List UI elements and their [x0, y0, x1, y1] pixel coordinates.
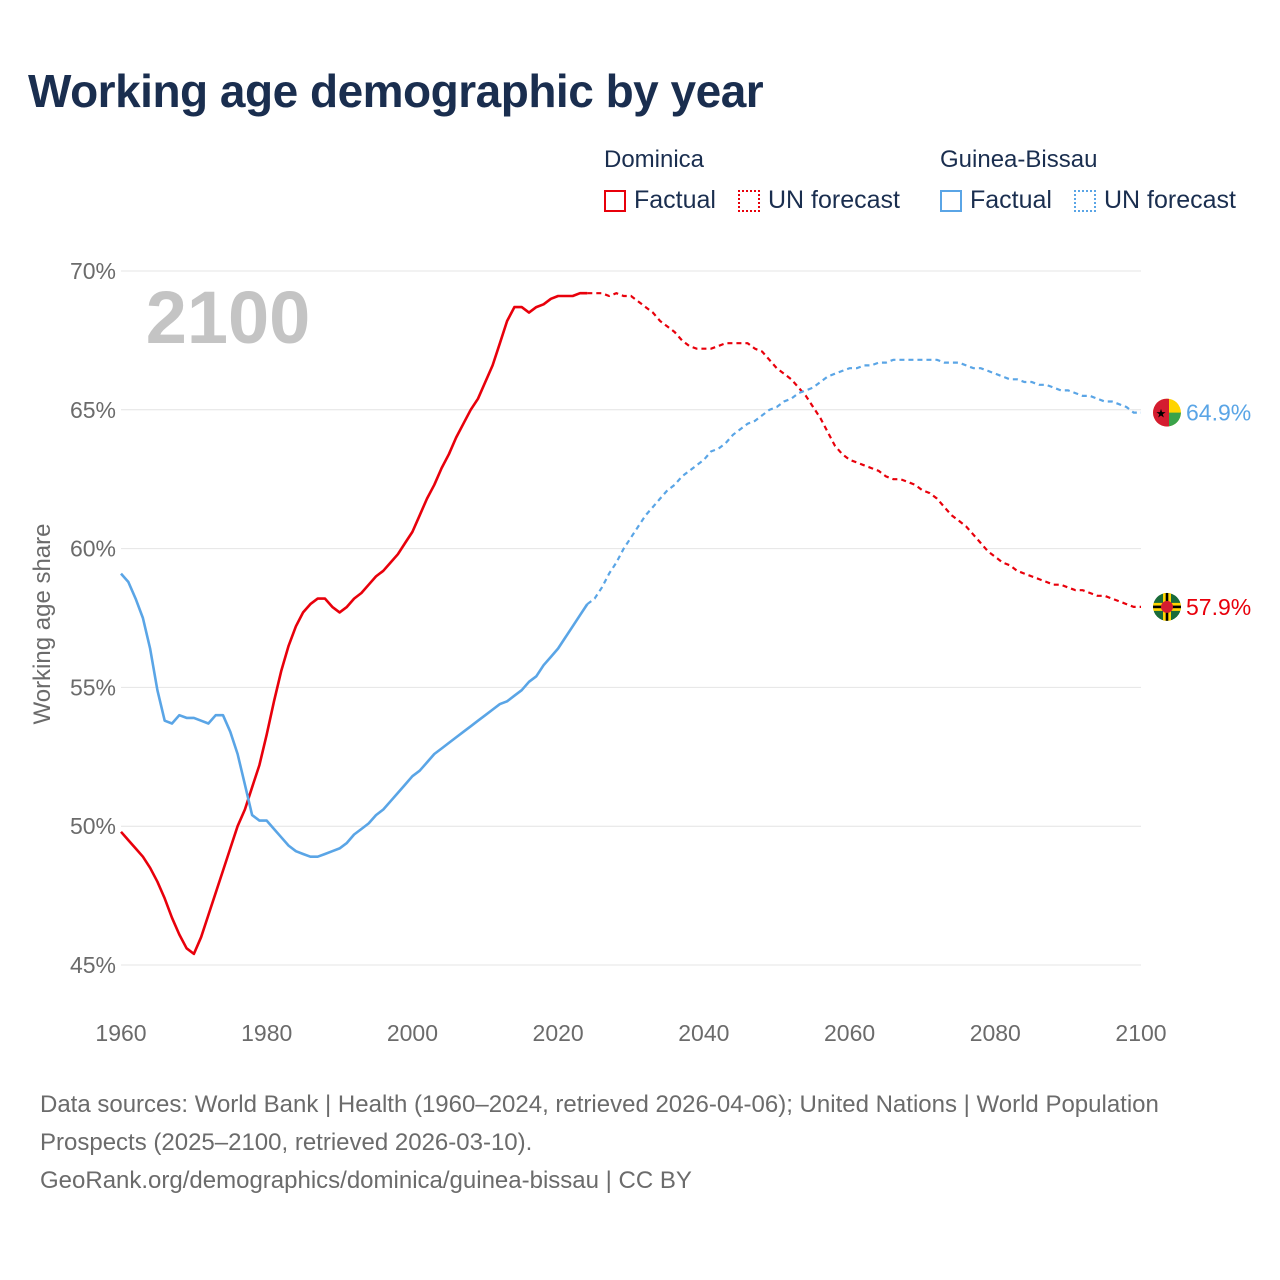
legend-swatch-dotted	[738, 189, 760, 212]
footer: Data sources: World Bank | Health (1960–…	[40, 1086, 1200, 1200]
dominica-end-label: 57.9%	[1186, 594, 1251, 620]
legend-swatch-solid	[604, 189, 626, 212]
x-tick-label: 1960	[95, 1020, 146, 1046]
x-tick-label: 2080	[970, 1020, 1021, 1046]
legend-guinea-bissau-factual[interactable]: Factual	[940, 186, 1052, 215]
legend-guinea-bissau-forecast[interactable]: UN forecast	[1074, 186, 1236, 215]
y-tick-label: 60%	[70, 536, 116, 562]
dominica-factual-line[interactable]	[120, 291, 588, 956]
y-tick-label: 65%	[70, 397, 116, 423]
footer-url[interactable]: GeoRank.org/demographics/dominica/guinea…	[40, 1167, 692, 1194]
guinea-bissau-forecast-line[interactable]	[586, 358, 1141, 605]
legend-group-guinea-bissau: Guinea-Bissau	[940, 146, 1098, 173]
legend-dominica-forecast[interactable]: UN forecast	[738, 186, 900, 215]
guinea-bissau-flag-icon: ★	[1153, 398, 1181, 427]
legend-group-dominica: Dominica	[604, 146, 705, 173]
x-tick-label: 2060	[824, 1020, 875, 1046]
legend-label: Factual	[634, 186, 716, 214]
x-tick-label: 1980	[241, 1020, 292, 1046]
y-axis-ticks: 45% 50% 55% 60% 65% 70%	[70, 258, 116, 978]
legend-swatch-solid	[940, 189, 962, 212]
guinea-bissau-end-label: 64.9%	[1186, 400, 1251, 426]
series-end-markers: 57.9% ★ 64.9%	[1153, 398, 1251, 621]
x-tick-label: 2000	[387, 1020, 438, 1046]
x-tick-label: 2020	[533, 1020, 584, 1046]
x-tick-label: 2040	[678, 1020, 729, 1046]
legend-swatch-dotted	[1074, 189, 1096, 212]
y-axis-label: Working age share	[29, 524, 56, 725]
legend-label: UN forecast	[768, 186, 900, 214]
legend-label: Factual	[970, 186, 1052, 214]
x-axis-ticks: 1960 1980 2000 2020 2040 2060 2080 2100	[95, 1020, 1166, 1046]
y-tick-label: 45%	[70, 952, 116, 978]
series-lines	[120, 291, 1141, 956]
footer-sources: Data sources: World Bank | Health (1960–…	[40, 1091, 1159, 1156]
y-tick-label: 55%	[70, 674, 116, 700]
legend-label: UN forecast	[1104, 186, 1236, 214]
legend-dominica-factual[interactable]: Factual	[604, 186, 716, 215]
svg-text:★: ★	[1156, 407, 1167, 421]
x-tick-label: 2100	[1115, 1020, 1166, 1046]
line-chart: 2100 45% 50% 55% 60% 65% 70% 1960 1980 2000 2020…	[29, 258, 1251, 1046]
y-tick-label: 70%	[70, 258, 116, 284]
dominica-flag-icon	[1153, 592, 1181, 621]
guinea-bissau-factual-line[interactable]	[120, 572, 589, 858]
chart-title: Working age demographic by year	[28, 65, 764, 117]
gridlines	[121, 270, 1141, 966]
year-watermark: 2100	[146, 276, 311, 359]
y-tick-label: 50%	[70, 813, 116, 839]
dominica-forecast-line[interactable]	[587, 292, 1141, 608]
